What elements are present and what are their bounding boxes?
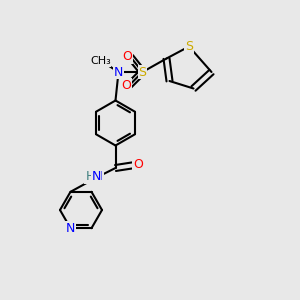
Text: O: O [123,50,132,64]
Text: CH₃: CH₃ [90,56,111,67]
Text: N: N [91,170,101,183]
Text: O: O [121,79,131,92]
Text: S: S [185,40,193,53]
Text: S: S [139,65,146,79]
Text: O: O [133,158,143,172]
Text: HN: HN [85,170,103,183]
Text: N: N [66,222,75,235]
Text: H: H [85,170,95,183]
Text: N: N [114,65,123,79]
